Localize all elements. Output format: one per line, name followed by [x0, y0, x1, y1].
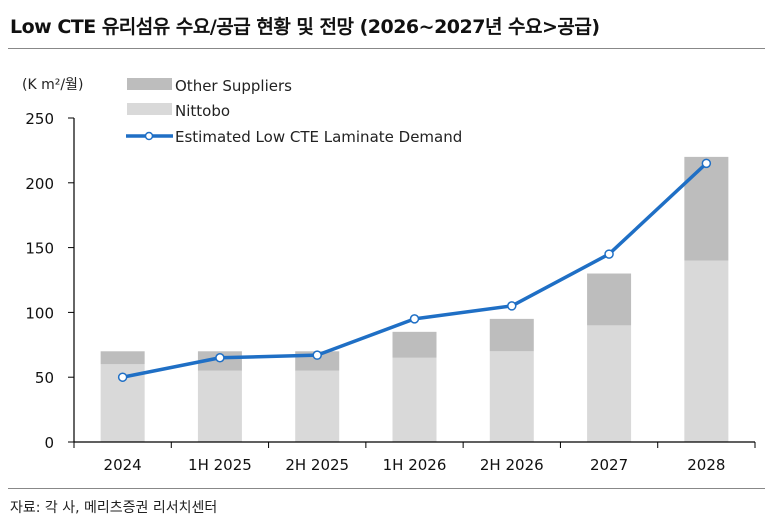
- legend-label-nittobo: Nittobo: [175, 102, 230, 120]
- x-tick-label: 2027: [590, 456, 628, 474]
- x-tick-label: 2H 2026: [480, 456, 544, 474]
- bar-nittobo: [197, 370, 242, 442]
- y-tick-label: 250: [25, 110, 54, 128]
- x-tick-label: 1H 2026: [383, 456, 447, 474]
- chart: (K m²/월) Other Suppliers Nittobo Estimat…: [22, 77, 756, 474]
- demand-point: [312, 350, 322, 360]
- bar-other-suppliers: [684, 156, 729, 261]
- bar-nittobo: [295, 370, 340, 442]
- bars-group: [100, 156, 729, 442]
- demand-point: [507, 301, 517, 311]
- y-axis-unit-label: (K m²/월): [22, 77, 83, 93]
- x-tick-label: 2028: [687, 456, 725, 474]
- y-tick-label: 0: [44, 434, 54, 452]
- bar-nittobo: [392, 357, 437, 442]
- legend-swatch-nittobo: [127, 103, 172, 115]
- footer-divider: [8, 488, 765, 489]
- bar-other-suppliers: [392, 331, 437, 358]
- bar-other-suppliers: [100, 351, 145, 365]
- demand-point: [409, 314, 420, 324]
- demand-point: [117, 372, 128, 382]
- legend-marker-demand: [144, 131, 154, 141]
- x-tick-label: 2024: [104, 456, 142, 474]
- bar-nittobo: [684, 260, 729, 442]
- x-tick-label: 1H 2025: [188, 456, 252, 474]
- bar-other-suppliers: [587, 273, 632, 326]
- demand-point: [604, 249, 614, 259]
- y-tick-label: 100: [25, 304, 54, 322]
- chart-title: Low CTE 유리섬유 수요/공급 현황 및 전망 (2026~2027년 수…: [10, 16, 600, 38]
- x-tick-label: 2H 2025: [285, 456, 349, 474]
- demand-line-group: [117, 158, 712, 382]
- title-divider: [8, 48, 765, 49]
- bar-nittobo: [587, 325, 632, 442]
- legend-label-demand: Estimated Low CTE Laminate Demand: [175, 128, 462, 146]
- demand-point: [215, 353, 225, 363]
- y-tick-label: 150: [25, 240, 54, 258]
- axes-group: 0 50 100 150 200 250 2024 1H 2025 2H 2025 1H 2026…: [25, 110, 756, 474]
- demand-point: [701, 158, 712, 169]
- bar-other-suppliers: [489, 318, 534, 352]
- source-note: 자료: 각 사, 메리츠증권 리서치센터: [10, 500, 218, 516]
- y-tick-label: 50: [35, 369, 54, 387]
- legend: Other Suppliers Nittobo Estimated Low CT…: [126, 77, 462, 146]
- legend-swatch-other-suppliers: [127, 78, 172, 90]
- bar-nittobo: [489, 351, 534, 442]
- y-tick-label: 200: [25, 175, 54, 193]
- legend-label-other-suppliers: Other Suppliers: [175, 77, 292, 95]
